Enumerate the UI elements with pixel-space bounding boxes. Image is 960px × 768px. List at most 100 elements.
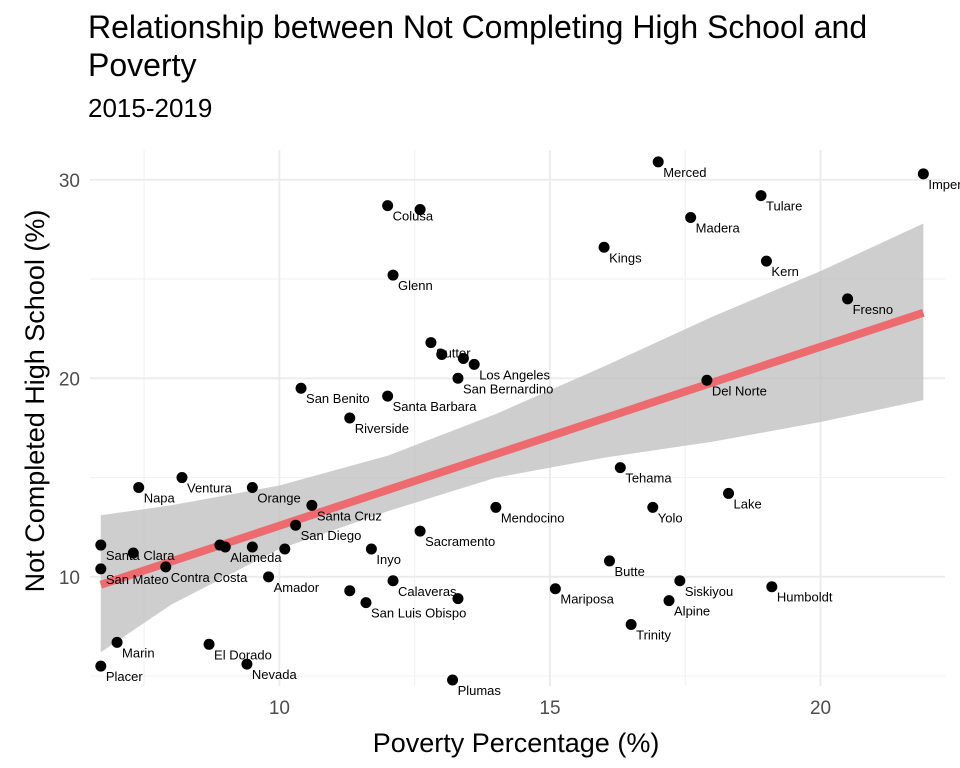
point-label: Santa Cruz bbox=[317, 508, 382, 523]
x-tick-label: 15 bbox=[539, 698, 560, 719]
data-point bbox=[414, 204, 426, 216]
trend-line-group bbox=[99, 308, 925, 589]
point-label: Santa Clara bbox=[106, 548, 175, 563]
data-point bbox=[647, 501, 659, 513]
data-point bbox=[382, 390, 394, 402]
data-point bbox=[360, 597, 372, 609]
point-label: Sacramento bbox=[425, 534, 495, 549]
chart-title: Relationship between Not Completing High… bbox=[88, 9, 868, 83]
data-point bbox=[842, 293, 854, 305]
point-label: Placer bbox=[106, 669, 144, 684]
point-label: Lake bbox=[734, 496, 762, 511]
data-point bbox=[457, 352, 469, 364]
point-label: Alameda bbox=[230, 550, 282, 565]
data-point bbox=[663, 595, 675, 607]
data-point bbox=[111, 636, 123, 648]
point-labels: Merced Imperial Tulare Colusa Madera Kings Ker… bbox=[106, 165, 960, 698]
data-point bbox=[674, 575, 686, 587]
point-label: Plumas bbox=[458, 683, 502, 698]
point-label: Kings bbox=[609, 250, 642, 265]
data-point bbox=[447, 674, 459, 686]
point-label: Nevada bbox=[252, 667, 298, 682]
point-label: Del Norte bbox=[712, 383, 767, 398]
data-point bbox=[723, 487, 735, 499]
data-point bbox=[490, 501, 502, 513]
confidence-band-group bbox=[100, 223, 924, 653]
data-point bbox=[203, 638, 215, 650]
point-label: San Mateo bbox=[106, 572, 169, 587]
point-label: Siskiyou bbox=[685, 584, 733, 599]
data-point bbox=[246, 481, 258, 493]
data-point bbox=[246, 541, 258, 553]
point-label: San Bernardino bbox=[463, 381, 553, 396]
data-point bbox=[133, 481, 145, 493]
point-label: Humboldt bbox=[777, 590, 833, 605]
data-point bbox=[241, 658, 253, 670]
chart-subtitle: 2015-2019 bbox=[88, 93, 213, 123]
point-label: Marin bbox=[122, 645, 155, 660]
data-point bbox=[625, 618, 637, 630]
data-points bbox=[95, 156, 929, 686]
data-point bbox=[127, 547, 139, 559]
data-point bbox=[468, 358, 480, 370]
point-label: El Dorado bbox=[214, 647, 272, 662]
point-label: Kern bbox=[771, 264, 798, 279]
x-tick-label: 10 bbox=[269, 698, 290, 719]
confidence-band bbox=[100, 223, 924, 653]
data-point bbox=[652, 156, 664, 168]
data-point bbox=[95, 563, 107, 575]
data-point bbox=[598, 241, 610, 253]
point-label: Santa Barbara bbox=[393, 399, 478, 414]
data-point bbox=[263, 571, 275, 583]
point-label: Napa bbox=[144, 490, 176, 505]
data-point bbox=[425, 337, 437, 349]
data-point bbox=[344, 585, 356, 597]
data-point bbox=[766, 581, 778, 593]
point-label: San Luis Obispo bbox=[371, 606, 466, 621]
data-point bbox=[382, 200, 394, 212]
point-label: Mariposa bbox=[560, 592, 614, 607]
point-label: Contra Costa bbox=[171, 570, 248, 585]
point-label: Madera bbox=[696, 220, 741, 235]
data-point bbox=[452, 593, 464, 605]
data-point bbox=[701, 374, 713, 386]
data-point bbox=[549, 583, 561, 595]
data-point bbox=[295, 382, 307, 394]
y-axis-title: Not Completed High School (%) bbox=[20, 210, 50, 593]
data-point bbox=[365, 543, 377, 555]
point-label: Imperial bbox=[928, 177, 960, 192]
point-label: Glenn bbox=[398, 278, 433, 293]
y-tick-label: 30 bbox=[59, 171, 80, 192]
point-label: Amador bbox=[274, 580, 320, 595]
point-label: Butte bbox=[614, 564, 644, 579]
point-label: Riverside bbox=[355, 421, 409, 436]
x-tick-label: 20 bbox=[810, 698, 831, 719]
point-label: Sutter bbox=[436, 346, 471, 361]
data-point bbox=[614, 462, 626, 474]
data-point bbox=[95, 660, 107, 672]
data-point bbox=[290, 519, 302, 531]
point-label: Colusa bbox=[393, 209, 434, 224]
y-tick-label: 20 bbox=[59, 369, 80, 390]
point-label: Yolo bbox=[658, 510, 683, 525]
point-label: Inyo bbox=[376, 552, 401, 567]
point-label: Alpine bbox=[674, 604, 710, 619]
point-label: Tehama bbox=[625, 471, 672, 486]
data-point bbox=[452, 372, 464, 384]
data-point bbox=[387, 575, 399, 587]
data-point bbox=[414, 525, 426, 537]
data-point bbox=[279, 543, 291, 555]
point-label: Trinity bbox=[636, 627, 671, 642]
point-label: Calaveras bbox=[398, 584, 457, 599]
data-point bbox=[755, 190, 767, 202]
data-point bbox=[917, 168, 929, 180]
data-point bbox=[387, 269, 399, 281]
data-point bbox=[306, 499, 318, 511]
x-axis-title: Poverty Percentage (%) bbox=[373, 728, 660, 758]
point-label: Ventura bbox=[187, 481, 233, 496]
data-point bbox=[436, 348, 448, 360]
point-label: Orange bbox=[257, 490, 300, 505]
point-label: Fresno bbox=[853, 302, 893, 317]
data-point bbox=[685, 211, 697, 223]
